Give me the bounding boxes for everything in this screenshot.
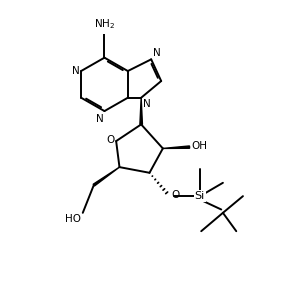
Text: HO: HO <box>65 214 81 225</box>
Polygon shape <box>140 98 142 124</box>
Text: NH$_2$: NH$_2$ <box>94 17 115 31</box>
Text: N: N <box>72 66 79 76</box>
Text: N: N <box>143 99 151 109</box>
Text: Si: Si <box>194 191 205 201</box>
Text: O: O <box>171 190 180 200</box>
Polygon shape <box>163 146 190 148</box>
Text: N: N <box>153 48 160 58</box>
Text: O: O <box>106 136 114 145</box>
Text: N: N <box>96 114 104 124</box>
Text: OH: OH <box>192 141 208 151</box>
Polygon shape <box>93 167 120 186</box>
